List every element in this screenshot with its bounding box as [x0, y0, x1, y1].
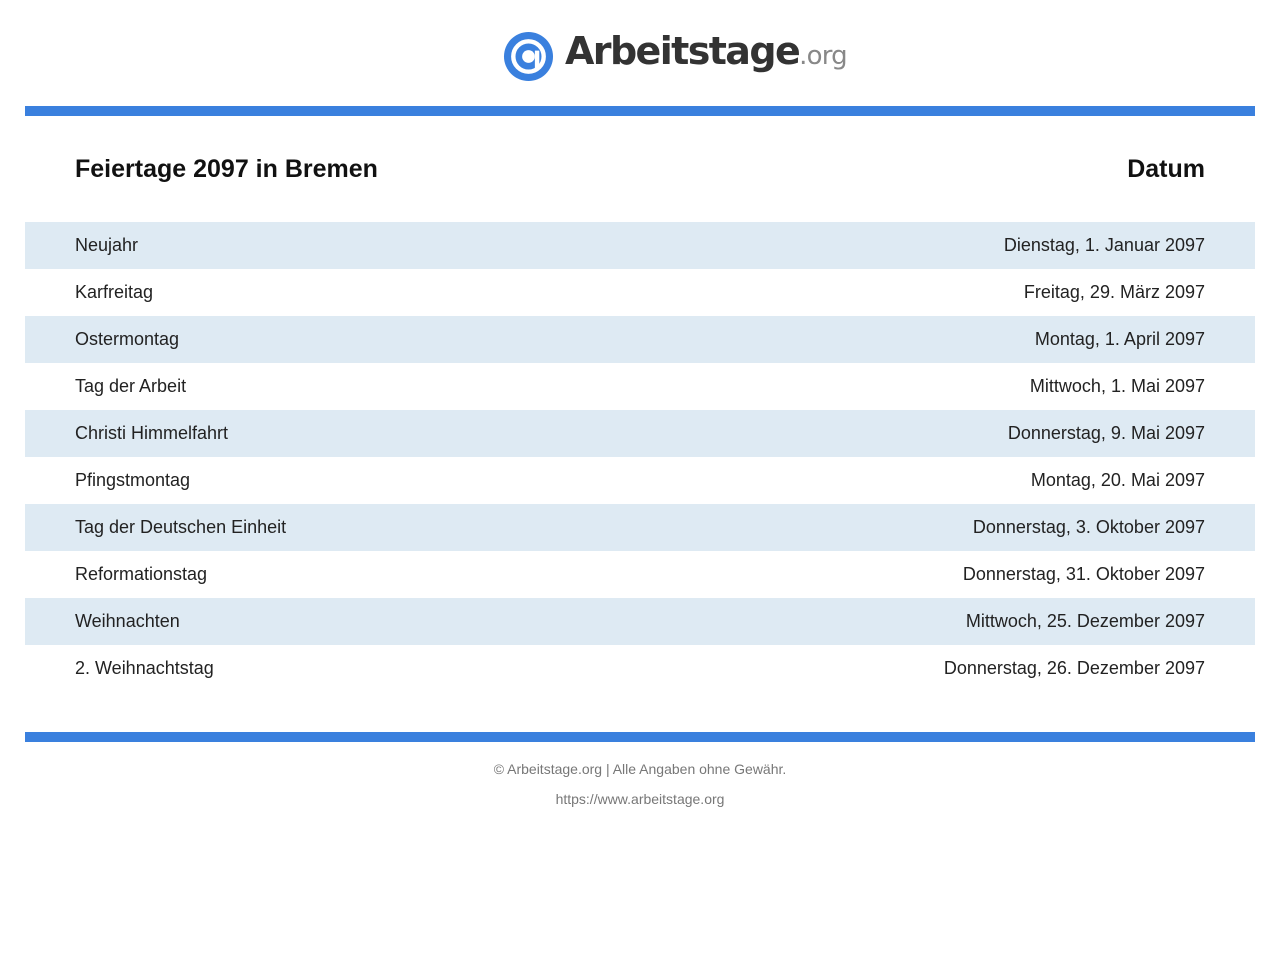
holiday-date: Mittwoch, 1. Mai 2097: [1029, 376, 1205, 396]
table-row: Pfingstmontag Montag, 20. Mai 2097: [25, 457, 1255, 504]
holiday-date: Mittwoch, 25. Dezember 2097: [965, 611, 1205, 631]
holiday-date: Montag, 20. Mai 2097: [1030, 470, 1205, 490]
holiday-name: Christi Himmelfahrt: [75, 423, 229, 443]
table-row: Tag der Arbeit Mittwoch, 1. Mai 2097: [25, 363, 1255, 410]
table-row: Christi Himmelfahrt Donnerstag, 9. Mai 2…: [25, 410, 1255, 457]
holiday-date: Dienstag, 1. Januar 2097: [1003, 235, 1205, 255]
holiday-name: Karfreitag: [75, 282, 154, 302]
table-row: Karfreitag Freitag, 29. März 2097: [25, 269, 1255, 316]
table-row: Ostermontag Montag, 1. April 2097: [25, 316, 1255, 363]
table-row: Reformationstag Donnerstag, 31. Oktober …: [25, 551, 1255, 598]
table-row: Neujahr Dienstag, 1. Januar 2097: [25, 222, 1255, 269]
site-header: Arbeitstage.org: [0, 0, 1280, 106]
holiday-name: Tag der Arbeit: [75, 376, 187, 396]
holiday-name: Reformationstag: [75, 564, 208, 584]
holiday-date: Donnerstag, 26. Dezember 2097: [943, 658, 1205, 678]
footer-url-link[interactable]: https://www.arbeitstage.org: [555, 791, 725, 807]
holiday-name: Pfingstmontag: [75, 470, 191, 490]
site-logo[interactable]: Arbeitstage.org: [503, 29, 848, 82]
holiday-date: Donnerstag, 9. Mai 2097: [1007, 423, 1205, 443]
logo-tld: .org: [799, 40, 848, 71]
table-title: Feiertage 2097 in Bremen: [75, 155, 378, 183]
holiday-name: Weihnachten: [75, 611, 180, 631]
top-divider-bar: [25, 106, 1255, 116]
bottom-divider-bar: [25, 732, 1255, 742]
table-row: 2. Weihnachtstag Donnerstag, 26. Dezembe…: [25, 645, 1255, 692]
holiday-name: Neujahr: [75, 235, 139, 255]
holiday-name: 2. Weihnachtstag: [75, 658, 214, 678]
logo-wordmark: Arbeitstage.org: [565, 25, 848, 82]
holiday-name: Ostermontag: [75, 329, 180, 349]
holiday-table: Feiertage 2097 in Bremen Datum Neujahr D…: [25, 116, 1255, 692]
table-header: Feiertage 2097 in Bremen Datum: [25, 116, 1255, 222]
holiday-date: Donnerstag, 3. Oktober 2097: [972, 517, 1205, 537]
holiday-date: Montag, 1. April 2097: [1034, 329, 1205, 349]
holiday-date: Donnerstag, 31. Oktober 2097: [962, 564, 1205, 584]
date-column-header: Datum: [1127, 155, 1205, 183]
holiday-date: Freitag, 29. März 2097: [1023, 282, 1205, 302]
table-row: Weihnachten Mittwoch, 25. Dezember 2097: [25, 598, 1255, 645]
logo-name: Arbeitstage: [565, 28, 801, 73]
holiday-name: Tag der Deutschen Einheit: [75, 517, 287, 537]
at-sign-icon: [503, 31, 554, 81]
footer-copyright: © Arbeitstage.org | Alle Angaben ohne Ge…: [493, 761, 787, 777]
table-body: Neujahr Dienstag, 1. Januar 2097 Karfrei…: [25, 222, 1255, 692]
table-row: Tag der Deutschen Einheit Donnerstag, 3.…: [25, 504, 1255, 551]
